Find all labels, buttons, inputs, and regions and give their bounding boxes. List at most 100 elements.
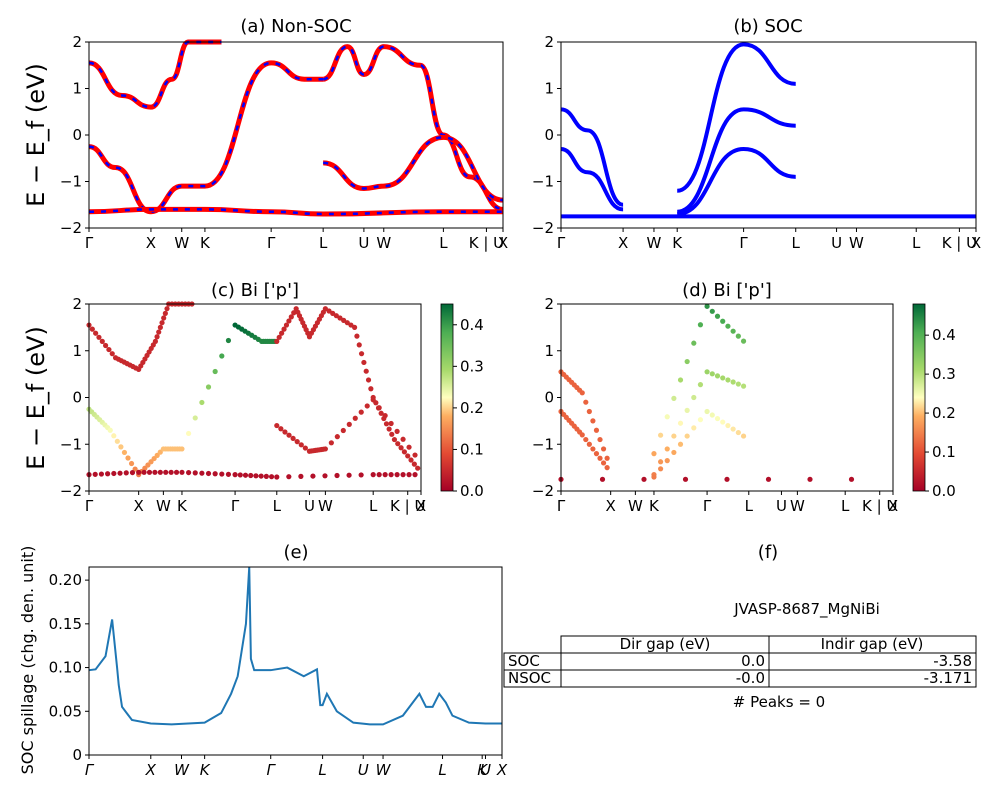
ytick-label: 0 [72, 389, 82, 407]
title-d: (d) Bi ['p'] [682, 280, 772, 301]
proj-point [740, 383, 747, 389]
ytick-label: 2 [544, 295, 554, 313]
proj-point [186, 430, 192, 437]
proj-point [579, 432, 585, 438]
ylabel-mid: E − E_f (eV) [22, 326, 50, 470]
proj-point [334, 472, 340, 479]
xtick-label: L [841, 497, 850, 515]
xtick-label: W [174, 234, 189, 252]
proj-point [651, 474, 657, 480]
title-f: (f) [758, 542, 778, 563]
proj-point [340, 427, 346, 434]
xtick-label: K [200, 234, 211, 252]
proj-point [664, 458, 670, 464]
proj-point [358, 472, 364, 478]
xtick-label: U [358, 761, 369, 779]
proj-point [148, 459, 154, 465]
proj-point [109, 351, 115, 357]
ytick-label: 1 [544, 342, 554, 360]
ytick-label: 2 [72, 33, 82, 51]
proj-point [89, 326, 95, 332]
proj-point [310, 473, 316, 479]
proj-point [352, 415, 358, 421]
proj-point [691, 340, 697, 346]
proj-point [411, 461, 417, 467]
proj-point [282, 429, 288, 435]
xtick-label: X [888, 497, 898, 515]
xtick-label: X [146, 234, 156, 252]
proj-point [279, 330, 285, 336]
ytick-label: 1 [72, 80, 82, 98]
colorbar-tick-label: 0.1 [460, 440, 484, 458]
proj-point [664, 414, 670, 420]
proj-point [163, 469, 169, 475]
proj-point [704, 369, 710, 375]
ytick-label: −2 [532, 482, 554, 500]
proj-point [179, 446, 185, 452]
proj-point [346, 472, 352, 478]
proj-point [168, 469, 174, 475]
proj-point [600, 460, 607, 466]
proj-point [677, 377, 684, 383]
proj-point [141, 469, 147, 475]
band-soc-0 [560, 107, 624, 207]
xtick-label: L [273, 497, 282, 515]
proj-point [378, 410, 384, 416]
proj-point [586, 441, 592, 447]
proj-point [298, 473, 304, 479]
proj-point [714, 415, 721, 422]
row-soc-label: SOC [508, 652, 540, 670]
row-soc-dir: 0.0 [741, 652, 765, 670]
proj-point [99, 338, 105, 344]
xtick-label: X [618, 234, 628, 252]
proj-point [405, 453, 411, 459]
proj-point [98, 471, 105, 477]
proj-point [600, 446, 607, 452]
proj-point [179, 469, 185, 475]
proj-point [658, 459, 664, 465]
proj-point [212, 368, 218, 375]
proj-point [709, 308, 715, 314]
xtick-label: Γ [231, 497, 240, 515]
row-nsoc-indir: -3.171 [924, 669, 972, 687]
proj-point [225, 337, 232, 344]
proj-point [586, 408, 592, 415]
xtick-label: K | U [390, 497, 425, 515]
proj-point [658, 432, 664, 438]
proj-point [415, 465, 421, 471]
ytick-label: −2 [532, 219, 554, 237]
proj-point [725, 422, 731, 429]
xtick-label: K | U [862, 497, 897, 515]
proj-point [651, 451, 657, 457]
xtick-label: W [790, 497, 805, 515]
proj-point [677, 441, 684, 447]
ytick-label: −2 [60, 219, 82, 237]
colorbar-tick-label: 0.0 [932, 482, 956, 500]
proj-point [118, 444, 124, 450]
proj-point [123, 470, 129, 476]
proj-point [199, 399, 205, 406]
proj-point [199, 470, 205, 476]
proj-point [205, 470, 212, 477]
xtick-label: K [200, 761, 211, 779]
pd-frame [560, 303, 894, 492]
xtick-label: U [358, 234, 369, 252]
proj-point [400, 472, 406, 478]
proj-point [583, 436, 589, 443]
xtick-label: W [174, 761, 190, 779]
proj-point [709, 371, 715, 377]
proj-point [96, 334, 102, 340]
proj-point [730, 426, 736, 432]
proj-point [154, 334, 160, 340]
proj-point [597, 455, 603, 461]
proj-point [291, 310, 297, 316]
proj-point [714, 373, 721, 379]
proj-point [740, 433, 747, 439]
xtick-label: W [376, 761, 392, 779]
proj-point [720, 375, 726, 381]
proj-point [376, 472, 382, 478]
colorbar-d: 0.0 0.1 0.2 0.3 0.4 [912, 303, 956, 500]
proj-point [237, 472, 243, 478]
colorbar-c: 0.0 0.1 0.2 0.3 0.4 [440, 303, 484, 500]
proj-point [684, 433, 690, 439]
